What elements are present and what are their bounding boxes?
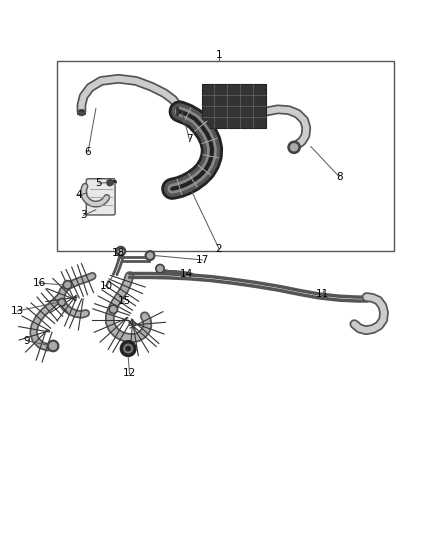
Text: 4: 4 (75, 190, 82, 200)
Text: 10: 10 (100, 281, 113, 290)
Text: 6: 6 (85, 147, 92, 157)
Text: 13: 13 (11, 306, 24, 316)
Text: 18: 18 (112, 248, 125, 259)
Circle shape (120, 341, 136, 357)
Text: 7: 7 (186, 134, 193, 144)
Circle shape (288, 141, 300, 154)
Text: 17: 17 (196, 255, 209, 265)
Circle shape (109, 305, 118, 313)
Circle shape (60, 300, 64, 304)
Text: 11: 11 (316, 289, 329, 299)
Circle shape (63, 280, 72, 289)
Circle shape (124, 344, 133, 353)
Circle shape (157, 266, 162, 271)
Text: 5: 5 (95, 178, 102, 188)
Circle shape (65, 282, 70, 287)
Circle shape (290, 144, 297, 151)
Text: 12: 12 (123, 368, 136, 378)
Circle shape (155, 264, 164, 273)
Text: 3: 3 (80, 211, 87, 221)
FancyBboxPatch shape (57, 61, 394, 251)
Circle shape (111, 306, 116, 312)
Circle shape (116, 246, 126, 256)
Text: 14: 14 (180, 269, 193, 279)
Text: 8: 8 (336, 172, 343, 182)
Circle shape (126, 346, 131, 351)
Text: 1: 1 (215, 50, 223, 60)
Circle shape (118, 248, 124, 254)
Circle shape (49, 343, 57, 350)
Circle shape (58, 298, 66, 306)
Text: 9: 9 (24, 336, 30, 346)
Text: 15: 15 (118, 296, 131, 306)
Circle shape (148, 253, 152, 258)
Text: 16: 16 (32, 278, 46, 288)
Circle shape (145, 251, 155, 261)
Circle shape (107, 180, 113, 185)
FancyBboxPatch shape (86, 179, 115, 215)
Text: 2: 2 (215, 244, 223, 254)
FancyBboxPatch shape (201, 84, 266, 128)
Circle shape (47, 340, 59, 352)
